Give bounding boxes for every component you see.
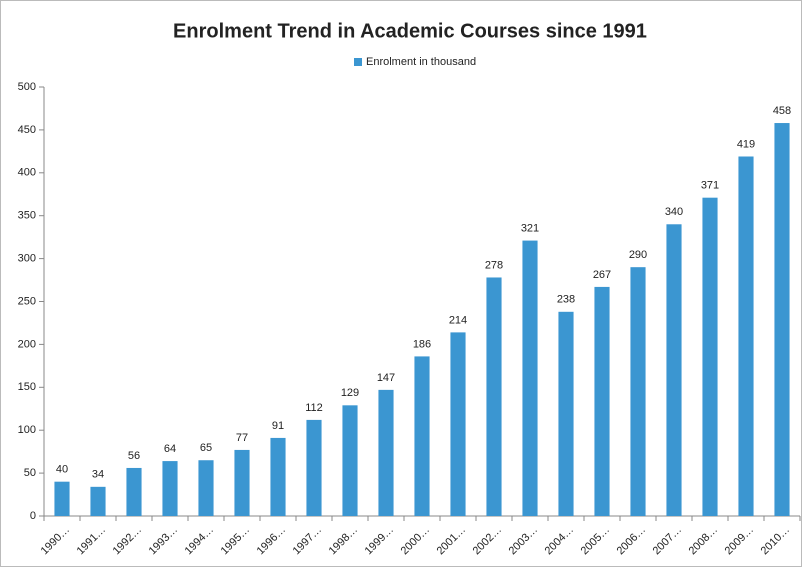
- bar: [414, 356, 430, 516]
- bar: [378, 389, 394, 516]
- value-label: 65: [200, 442, 212, 454]
- value-label: 267: [593, 269, 611, 281]
- chart-title: Enrolment Trend in Academic Courses sinc…: [173, 20, 647, 42]
- bar: [90, 486, 106, 516]
- bar: [270, 437, 286, 516]
- value-label: 129: [341, 387, 359, 399]
- value-label: 34: [92, 469, 104, 481]
- y-tick-label: 450: [18, 124, 36, 136]
- y-tick-label: 400: [18, 167, 36, 179]
- bar: [126, 467, 142, 516]
- value-label: 64: [164, 443, 176, 455]
- y-tick-label: 50: [24, 467, 36, 479]
- y-tick-label: 0: [30, 510, 36, 522]
- bar: [738, 156, 754, 517]
- value-label: 290: [629, 249, 647, 261]
- value-label: 321: [521, 222, 539, 234]
- y-tick-label: 250: [18, 295, 36, 307]
- value-label: 278: [485, 259, 503, 271]
- value-label: 214: [449, 314, 467, 326]
- legend-swatch: [354, 58, 362, 66]
- value-label: 77: [236, 432, 248, 444]
- bar: [774, 123, 790, 516]
- bar: [198, 460, 214, 516]
- bar: [54, 481, 70, 516]
- y-tick-label: 350: [18, 210, 36, 222]
- value-label: 40: [56, 464, 68, 476]
- value-label: 112: [305, 402, 323, 414]
- bar: [234, 449, 250, 516]
- value-label: 56: [128, 450, 140, 462]
- y-tick-label: 500: [18, 81, 36, 93]
- value-label: 91: [272, 420, 284, 432]
- value-label: 371: [701, 180, 719, 192]
- bar: [306, 419, 322, 516]
- y-tick-label: 100: [18, 424, 36, 436]
- y-tick-label: 200: [18, 338, 36, 350]
- bar: [522, 240, 538, 516]
- y-tick-label: 150: [18, 381, 36, 393]
- y-tick-label: 300: [18, 253, 36, 265]
- bar: [630, 267, 646, 516]
- value-label: 340: [665, 206, 683, 218]
- bar: [558, 311, 574, 516]
- value-label: 186: [413, 338, 431, 350]
- value-label: 147: [377, 372, 395, 384]
- bar: [450, 332, 466, 516]
- value-label: 458: [773, 105, 791, 117]
- bar: [486, 277, 502, 516]
- bar: [162, 461, 178, 516]
- legend-label: Enrolment in thousand: [366, 56, 476, 68]
- value-label: 238: [557, 294, 575, 306]
- bar: [594, 286, 610, 516]
- bar: [666, 224, 682, 516]
- bar: [702, 197, 718, 516]
- value-label: 419: [737, 138, 755, 150]
- bar: [342, 405, 358, 516]
